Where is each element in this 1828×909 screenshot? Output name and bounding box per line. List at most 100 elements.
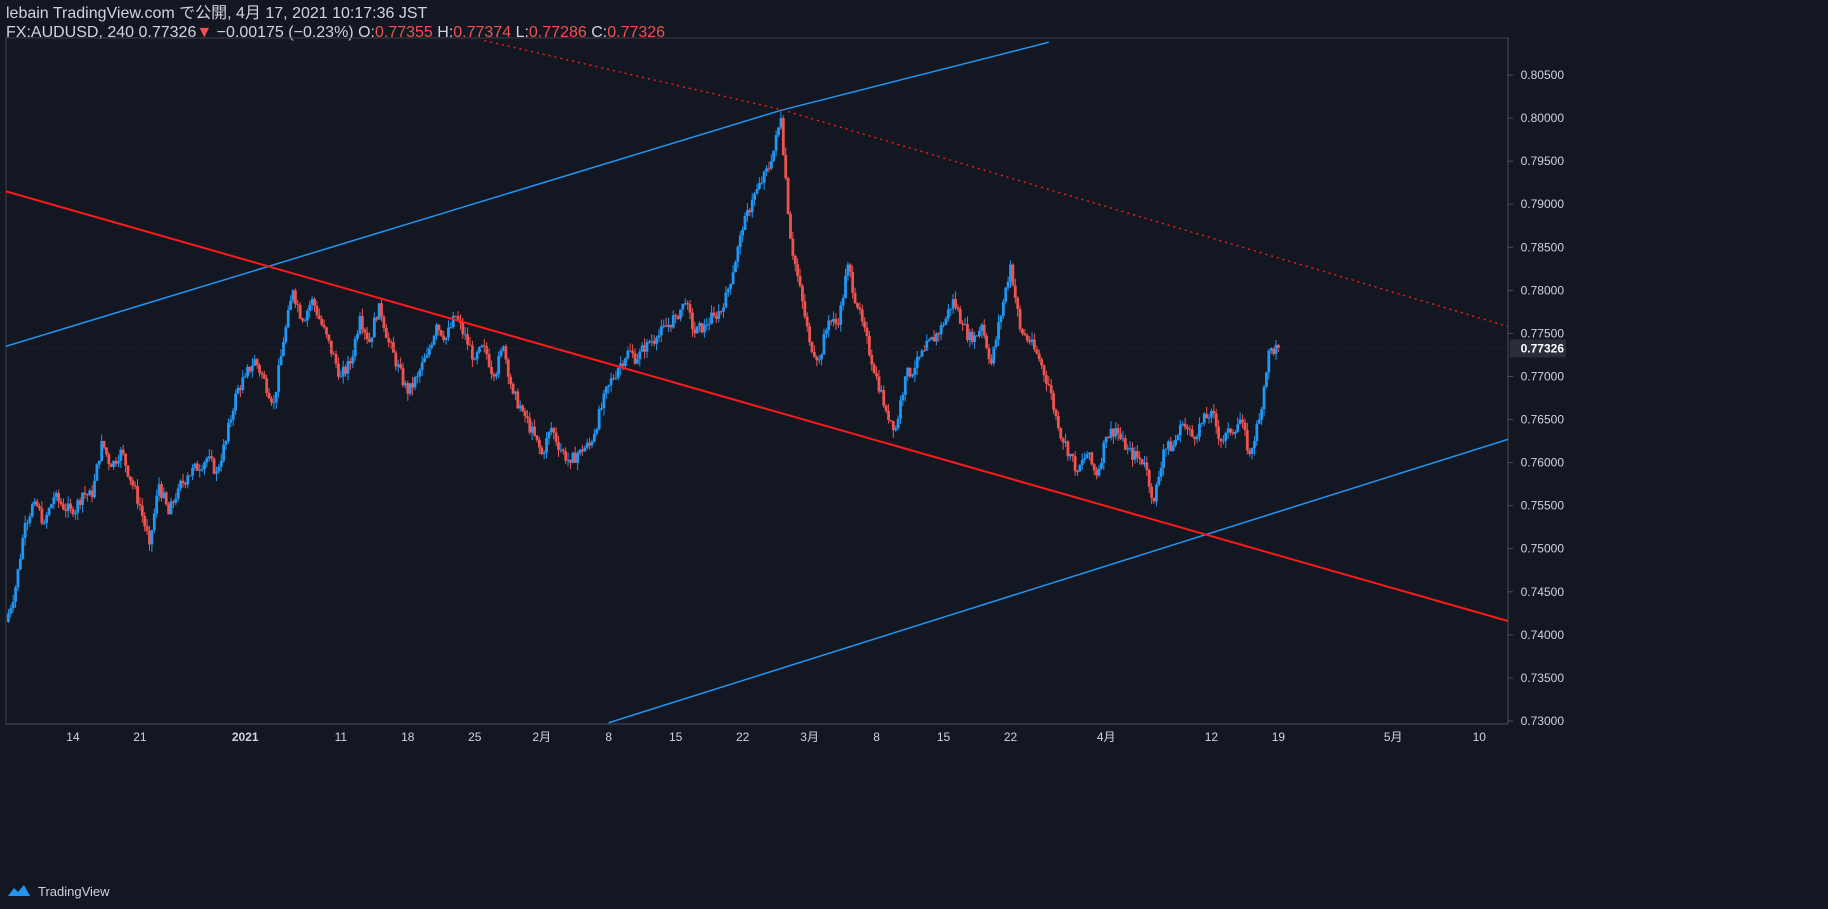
candle-down	[454, 315, 458, 317]
candle-down	[561, 449, 565, 452]
candle-down	[212, 458, 216, 474]
candle-up	[150, 530, 154, 545]
candle-down	[970, 331, 974, 343]
close-label: C:	[591, 24, 608, 41]
candle-down	[315, 305, 319, 316]
candle-down	[121, 449, 125, 454]
candle-up	[779, 118, 783, 128]
candle-up	[497, 355, 501, 375]
candle-up	[117, 460, 120, 464]
candle-up	[583, 447, 587, 452]
candle-up	[42, 522, 46, 524]
candle-up	[18, 558, 22, 570]
candle-down	[631, 350, 635, 354]
candle-down	[714, 316, 718, 319]
symbol-label[interactable]: FX:AUDUSD, 240	[6, 24, 135, 41]
candle-up	[1202, 413, 1206, 423]
time-tick-label: 8	[873, 730, 880, 744]
candle-down	[1013, 285, 1017, 298]
candle-down	[1090, 452, 1094, 465]
candle-up	[647, 341, 651, 343]
time-tick-label: 2月	[532, 730, 551, 744]
candle-up	[736, 246, 740, 262]
candle-down	[411, 383, 414, 388]
candle-down	[540, 447, 544, 454]
candle-down	[1241, 419, 1244, 423]
red-solid-trendline[interactable]	[6, 190, 1508, 623]
candle-down	[64, 509, 68, 511]
low-label: L:	[515, 24, 529, 41]
candle-down	[1245, 430, 1249, 451]
candle-down	[1042, 365, 1046, 376]
candle-up	[817, 359, 821, 361]
candle-down	[394, 352, 398, 367]
candle-down	[674, 315, 678, 317]
candle-up	[73, 512, 77, 515]
candle-down	[1123, 438, 1127, 450]
candle-down	[1145, 462, 1149, 471]
candle-up	[1233, 431, 1237, 434]
candle-down	[38, 506, 41, 509]
candle-down	[509, 376, 513, 384]
blue-solid-trendline[interactable]	[608, 438, 1508, 724]
candle-down	[504, 346, 508, 360]
candle-up	[542, 452, 546, 454]
candle-down	[78, 500, 82, 505]
candle-up	[1083, 458, 1087, 460]
candle-up	[614, 377, 618, 379]
candle-up	[246, 366, 249, 377]
candle-up	[1236, 424, 1240, 432]
candle-up	[1030, 339, 1034, 343]
candle-up	[16, 569, 20, 588]
candle-down	[528, 418, 532, 433]
candle-down	[349, 361, 352, 364]
low-value: 0.77286	[528, 24, 587, 41]
candle-down	[1212, 410, 1216, 414]
candle-up	[1224, 432, 1228, 441]
candle-up	[683, 303, 687, 305]
candle-up	[1064, 441, 1067, 443]
candle-up	[277, 365, 281, 392]
time-tick-label: 14	[66, 730, 80, 744]
candle-up	[609, 378, 613, 386]
candle-up	[717, 311, 721, 319]
candle-down	[987, 347, 991, 360]
candle-up	[1250, 447, 1254, 454]
candle-up	[726, 288, 730, 293]
candle-down	[1190, 429, 1194, 437]
candle-down	[143, 515, 147, 527]
blue-solid-trendline[interactable]	[6, 41, 1049, 348]
candle-up	[750, 199, 754, 213]
time-tick-label: 12	[1205, 730, 1219, 744]
candle-up	[1157, 476, 1161, 485]
price-tick-label: 0.78500	[1521, 240, 1565, 254]
candle-up	[26, 522, 29, 524]
candle-up	[284, 327, 288, 343]
candle-down	[102, 441, 106, 448]
candle-down	[1193, 436, 1197, 440]
close-value: 0.77326	[607, 24, 666, 41]
candle-up	[291, 290, 295, 301]
candle-up	[11, 601, 15, 609]
candle-down	[1152, 497, 1156, 502]
candle-down	[523, 410, 527, 417]
red-dotted-trendline[interactable]	[484, 39, 1508, 328]
candle-up	[705, 324, 709, 326]
candle-down	[1025, 335, 1029, 341]
candle-down	[537, 439, 541, 448]
candle-up	[667, 324, 670, 327]
time-tick-label: 2021	[232, 730, 259, 744]
candle-down	[686, 303, 690, 305]
symbol-ohlc-line: FX:AUDUSD, 240 0.77326▼ −0.00175 (−0.23%…	[6, 23, 1006, 42]
candle-up	[478, 347, 481, 353]
candle-up	[1221, 440, 1225, 442]
candle-up	[518, 405, 522, 409]
candle-down	[83, 492, 87, 495]
candle-down	[557, 441, 560, 450]
candle-up	[1166, 441, 1170, 449]
candle-down	[40, 508, 44, 524]
candle-down	[877, 376, 881, 392]
candle-down	[834, 318, 838, 324]
candle-up	[420, 362, 424, 371]
